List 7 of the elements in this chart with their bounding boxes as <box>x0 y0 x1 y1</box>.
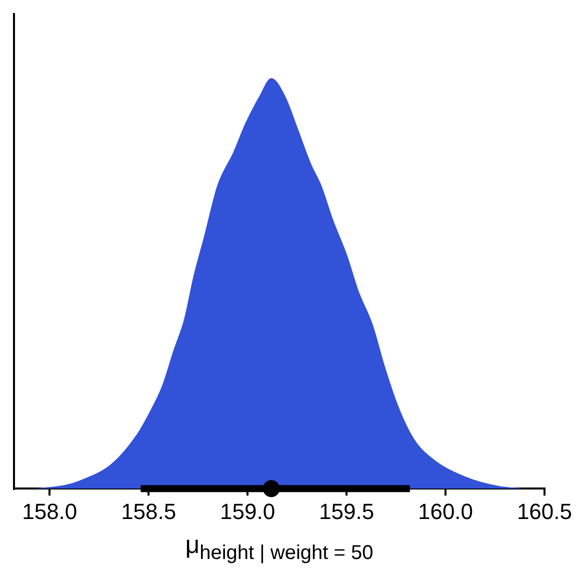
x-tick-label: 159.5 <box>319 498 374 524</box>
x-tick-label: 160.0 <box>418 498 474 524</box>
x-tick-label: 158.0 <box>22 498 78 524</box>
x-tick-label: 160.5 <box>516 498 572 524</box>
x-axis-title: μ$_{height | weight = 50}$ <box>185 531 374 564</box>
x-tick-label: 159.0 <box>220 498 276 524</box>
x-tick-label: 158.5 <box>121 498 176 524</box>
